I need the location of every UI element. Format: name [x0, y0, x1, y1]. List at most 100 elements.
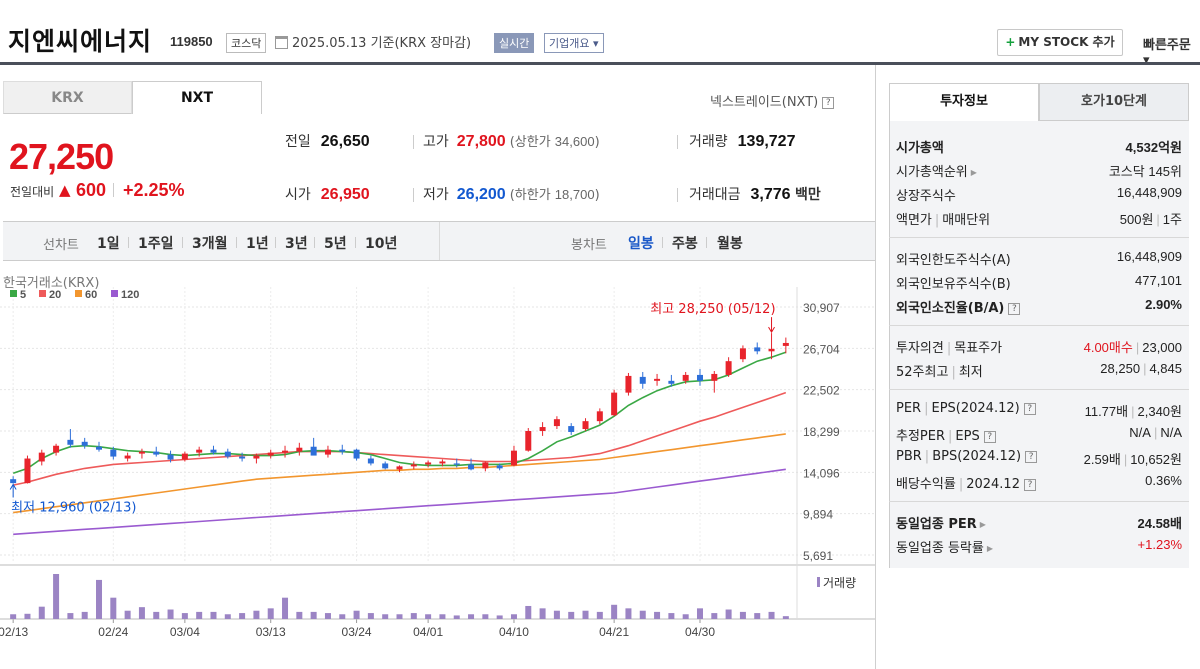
volume-bar: [367, 613, 374, 619]
invest-row-label: 52주최고 | 최저: [896, 365, 983, 380]
candle-body: [153, 451, 160, 455]
y-tick-label: 22,502: [803, 384, 840, 398]
volume-label: 거래량: [823, 576, 856, 590]
legend-label: 20: [49, 289, 61, 301]
y-tick-label: 26,704: [803, 342, 840, 356]
period-3m[interactable]: 3개월: [192, 236, 228, 252]
nextrade-link[interactable]: 넥스트레이드(NXT)?: [710, 91, 835, 110]
volume-bar: [639, 610, 646, 619]
tab-orderbook[interactable]: 호가10단계: [1039, 83, 1189, 121]
candle-body: [367, 458, 374, 464]
invest-row-label: PBR | BPS(2024.12)?: [896, 449, 1038, 464]
volume-bar: [682, 614, 689, 619]
up-triangle-icon: ▲: [59, 181, 71, 199]
volume-bar: [67, 613, 74, 619]
invest-row-label: 투자의견 | 목표주가: [896, 341, 1003, 356]
period-3y[interactable]: 3년: [285, 236, 308, 252]
header-divider: [0, 62, 1200, 65]
period-bar: 선차트 1일 1주일 3개월 1년 3년 5년 10년 봉차트 일봉 주봉 월봉: [3, 221, 875, 261]
volume-bar: [668, 613, 675, 619]
invest-row-value: 2.90%: [1145, 297, 1182, 312]
volume-bar: [582, 610, 589, 619]
invest-row-value: 28,250 | 4,845: [1100, 361, 1182, 376]
candle-body: [96, 446, 103, 450]
volume-bar: [267, 608, 274, 619]
volume-bar: [739, 611, 746, 619]
candle-body: [568, 426, 575, 432]
candle-weekly[interactable]: 주봉: [672, 236, 698, 252]
stock-code: 119850: [170, 34, 213, 49]
volume-bar: [453, 615, 460, 619]
y-tick-label: 9,894: [803, 508, 833, 522]
volume-bar: [382, 614, 389, 619]
volume-bar: [510, 614, 517, 619]
period-5y[interactable]: 5년: [324, 236, 347, 252]
divider: [128, 237, 129, 248]
help-icon[interactable]: ?: [983, 430, 996, 443]
invest-info-panel: [889, 121, 1189, 568]
candle-daily[interactable]: 일봉: [628, 236, 654, 252]
divider: [662, 237, 663, 248]
my-stock-add-button[interactable]: + MY STOCK 추가: [997, 29, 1123, 56]
trade-amount: 거래대금 3,776 백만: [689, 186, 821, 203]
tab-nxt[interactable]: NXT: [132, 81, 262, 114]
chevron-right-icon[interactable]: ▶: [986, 544, 994, 553]
realtime-button[interactable]: 실시간: [494, 33, 535, 53]
y-tick-label: 5,691: [803, 549, 833, 563]
tab-krx[interactable]: KRX: [3, 81, 132, 114]
period-10y[interactable]: 10년: [365, 236, 398, 252]
candle-body: [654, 378, 661, 381]
invest-row-label: PER | EPS(2024.12)?: [896, 401, 1036, 416]
help-icon[interactable]: ?: [1023, 402, 1036, 415]
candle-body: [81, 441, 88, 446]
price-chart[interactable]: 최고 28,250 (05/12) 최저 12,960 (02/13) 30,90…: [0, 262, 875, 669]
legend-label: 5: [20, 289, 26, 301]
volume-bar: [439, 614, 446, 619]
lower-limit: (하한가 18,700): [509, 187, 600, 203]
invest-row-value: 16,448,909: [1116, 185, 1182, 200]
x-tick-label: 03/13: [256, 625, 286, 639]
legend-swatch: [10, 290, 17, 297]
period-1y[interactable]: 1년: [246, 236, 269, 252]
divider: [413, 188, 414, 202]
candle-body: [682, 374, 689, 381]
candle-body: [110, 449, 117, 457]
candle-monthly[interactable]: 월봉: [717, 236, 743, 252]
ma120-line: [13, 468, 786, 536]
company-overview-button[interactable]: 기업개요 ▾: [544, 33, 604, 53]
candle-body: [510, 450, 517, 466]
help-icon[interactable]: ?: [1008, 302, 1021, 315]
candle-body: [353, 449, 360, 459]
candle-body: [10, 479, 17, 484]
invest-row-value: 0.36%: [1145, 473, 1182, 488]
candle-body: [754, 347, 761, 352]
trade-amount-value: 3,776: [750, 186, 791, 203]
volume-bar: [339, 614, 346, 619]
divider: [113, 183, 114, 197]
divider: [439, 222, 440, 260]
invest-row-value: 4.00매수 | 23,000: [1083, 340, 1182, 355]
y-tick-label: 30,907: [803, 301, 840, 315]
period-1d[interactable]: 1일: [97, 236, 120, 252]
open-value: 26,950: [320, 186, 370, 203]
volume-bar: [110, 597, 117, 619]
y-tick-label: 14,096: [803, 466, 840, 480]
divider: [355, 237, 356, 248]
chevron-right-icon[interactable]: ▶: [979, 520, 986, 529]
volume-bar: [138, 607, 145, 619]
x-tick-label: 03/04: [170, 625, 200, 639]
invest-row-label: 동일업종 등락률 ▶: [896, 541, 994, 556]
candle-body: [253, 455, 260, 459]
quick-order-button[interactable]: 빠른주문 ▾: [1143, 38, 1191, 68]
volume-bar: [10, 614, 17, 619]
tab-invest-info[interactable]: 투자정보: [889, 83, 1039, 121]
help-icon[interactable]: ?: [822, 96, 835, 109]
divider: [677, 135, 678, 149]
help-icon[interactable]: ?: [1025, 450, 1038, 463]
help-icon[interactable]: ?: [1023, 478, 1036, 491]
period-1w[interactable]: 1주일: [138, 236, 174, 252]
chevron-right-icon[interactable]: ▶: [970, 168, 977, 177]
legend-label: 60: [85, 289, 97, 301]
volume-bar: [568, 611, 575, 619]
invest-row-label: 추정PER | EPS?: [896, 425, 996, 444]
